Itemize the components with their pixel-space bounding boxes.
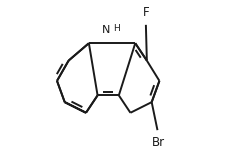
Text: H: H — [113, 24, 119, 33]
Text: F: F — [142, 6, 148, 19]
Text: Br: Br — [151, 136, 164, 149]
Text: N: N — [101, 24, 110, 35]
